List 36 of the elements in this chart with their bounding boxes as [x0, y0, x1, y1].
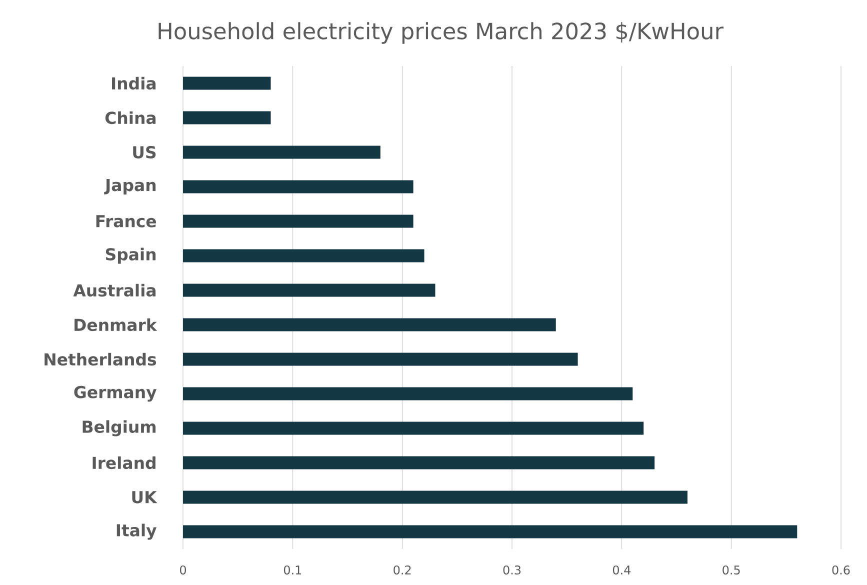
bar [183, 180, 414, 194]
chart-title: Household electricity prices March 2023 $/KwHour [158, 22, 724, 44]
y-tick-label: Denmark [74, 318, 158, 332]
bar [183, 525, 798, 538]
y-tick-label: Ireland [92, 456, 156, 470]
y-tick-label: China [105, 111, 156, 124]
bar [183, 318, 556, 332]
y-tick-label: Australia [73, 284, 156, 297]
bar [183, 284, 436, 297]
x-tick-label: 0.6 [832, 565, 850, 575]
bar [183, 352, 578, 366]
x-tick-label: 0.4 [612, 565, 631, 575]
bar [183, 387, 633, 400]
bar [183, 490, 688, 504]
bar [183, 456, 655, 470]
y-tick-label: UK [132, 491, 158, 504]
y-tick-label: Italy [116, 524, 157, 540]
x-tick-label: 0.5 [722, 565, 740, 575]
y-tick-label: US [133, 146, 156, 158]
y-tick-label: France [96, 215, 156, 228]
bar [183, 76, 271, 90]
bar [183, 111, 271, 124]
x-tick-label: 0.3 [503, 565, 521, 575]
y-tick-label: Belgium [82, 420, 156, 436]
bar [183, 249, 424, 262]
y-tick-label: Germany [74, 386, 157, 402]
bar [183, 214, 414, 228]
y-tick-label: Netherlands [44, 352, 156, 366]
y-tick-label: India [112, 76, 156, 90]
bar [183, 422, 644, 435]
y-tick-label: Spain [106, 248, 156, 264]
x-tick-label: 0.2 [394, 565, 411, 575]
x-tick-label: 0.1 [284, 565, 302, 575]
bar [183, 146, 380, 159]
x-tick-label: 0 [180, 565, 186, 575]
y-tick-label: Japan [104, 179, 156, 194]
